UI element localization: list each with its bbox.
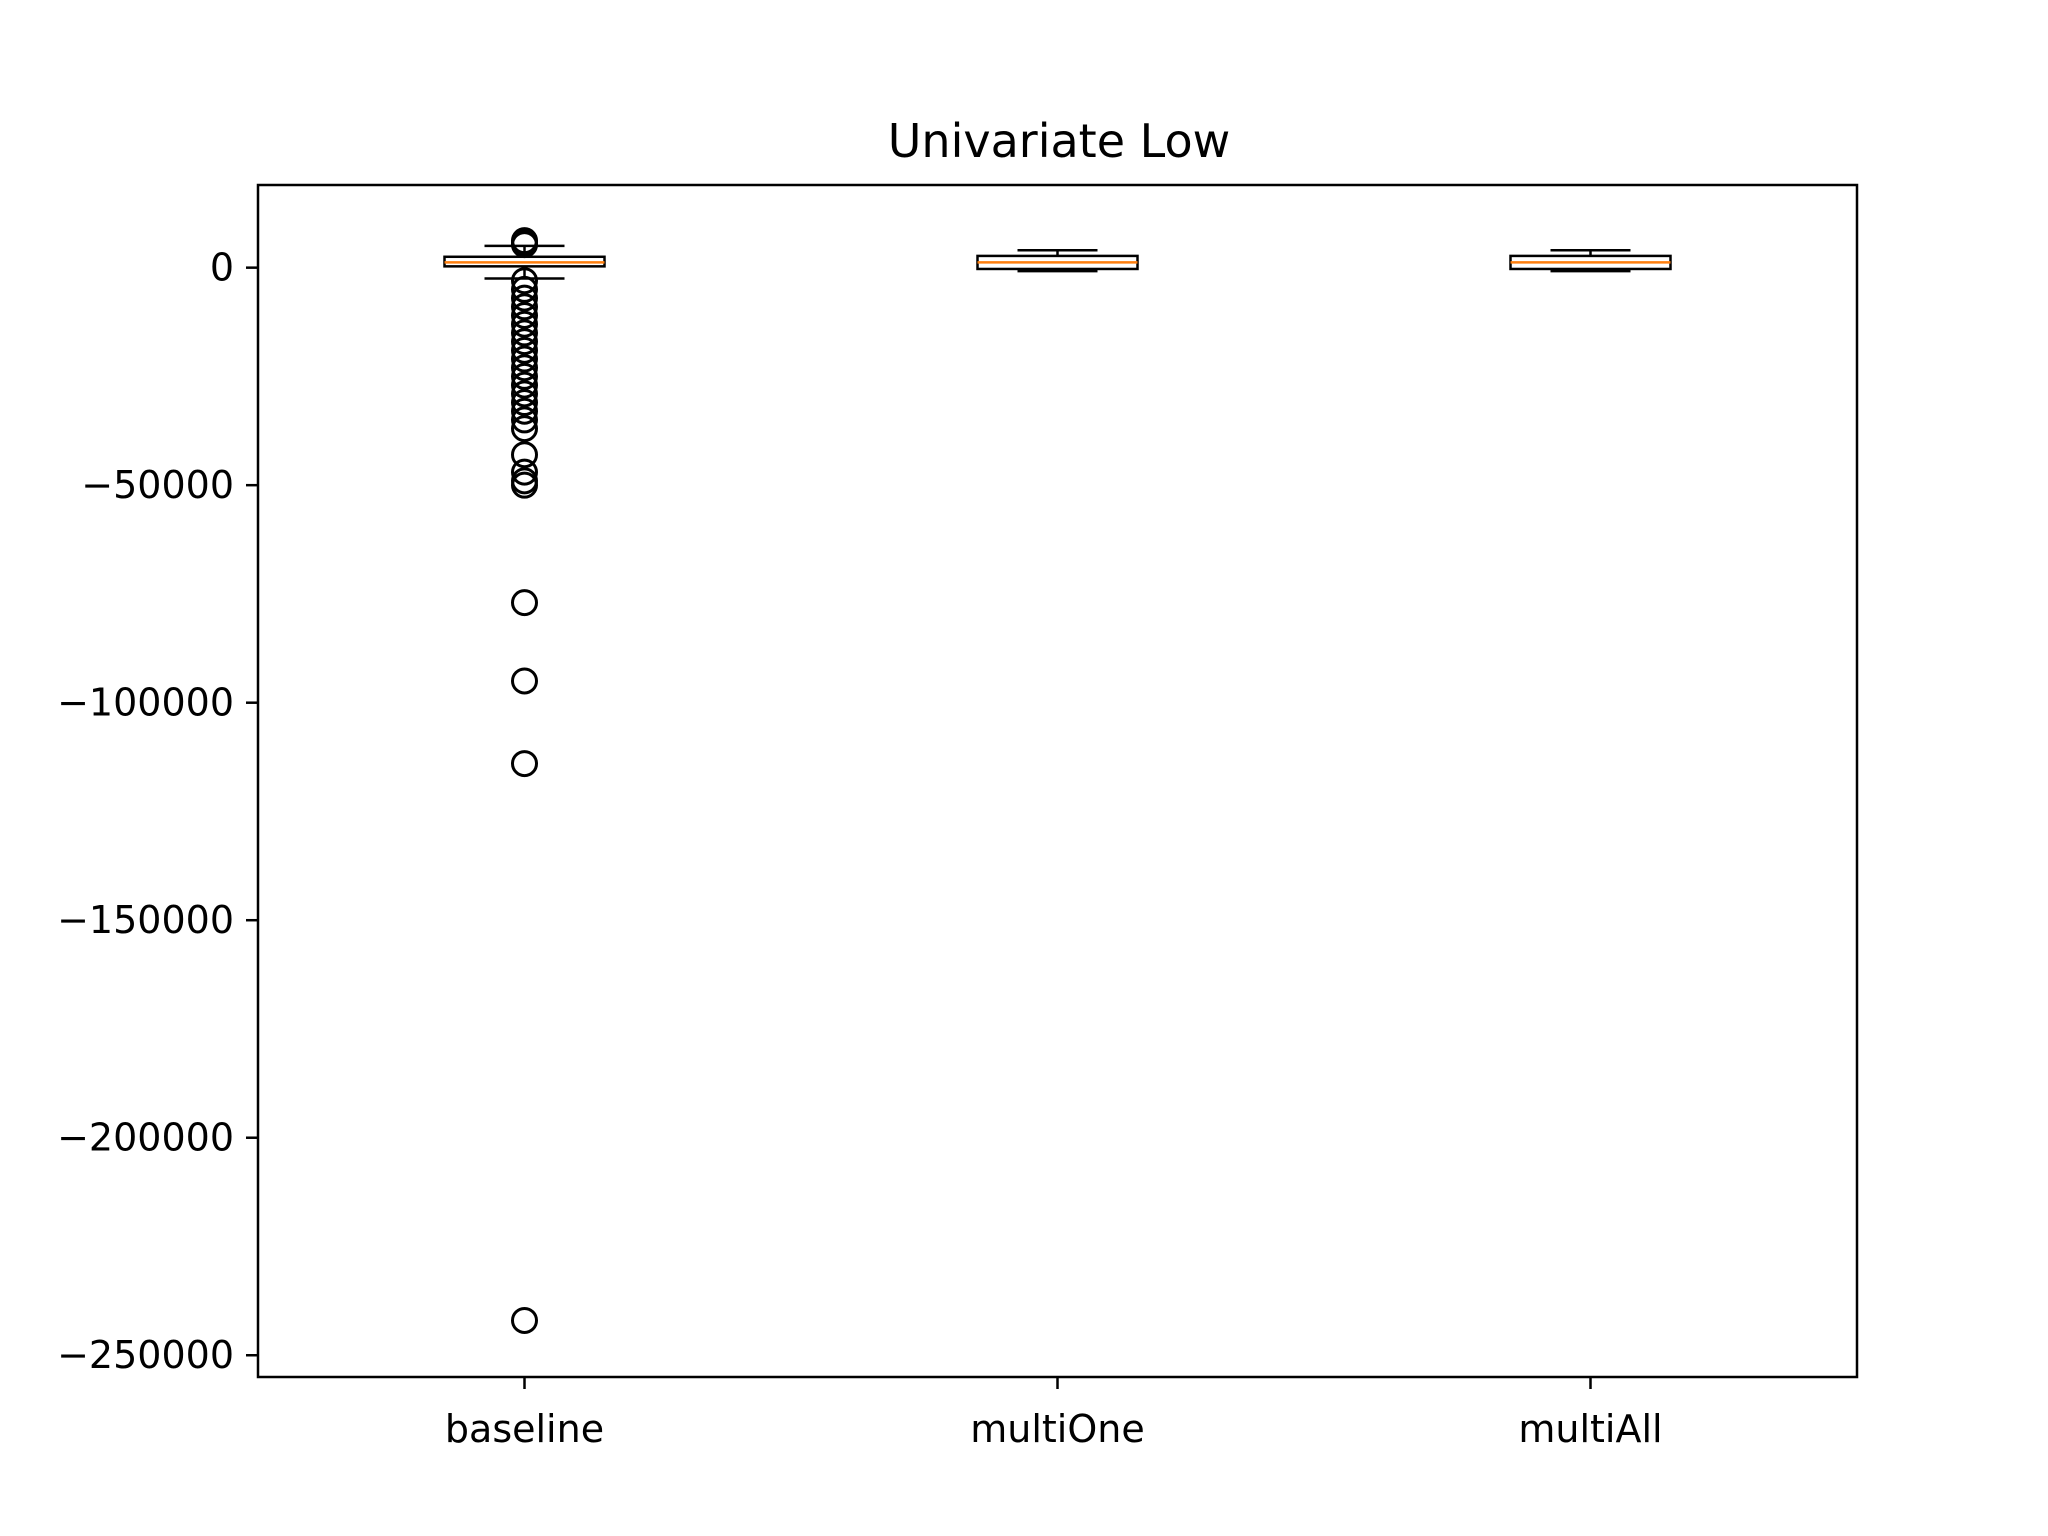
outlier-point [511, 415, 538, 443]
outlier-point [511, 371, 538, 399]
y-tick-label: −250000 [57, 1333, 234, 1377]
outlier-point [511, 389, 538, 417]
outlier-point [511, 328, 538, 356]
x-tick-label: multiAll [1518, 1407, 1662, 1451]
x-tick-label: baseline [445, 1407, 604, 1451]
outlier-point [511, 362, 538, 390]
y-tick-label: −100000 [57, 681, 234, 725]
axes-frame [256, 183, 1859, 1379]
x-tick-label: multiOne [970, 1407, 1145, 1451]
outlier-point [511, 345, 538, 373]
y-tick-label: −50000 [81, 463, 234, 507]
outlier-point [511, 441, 538, 469]
outlier-point [511, 354, 538, 382]
outlier-point [511, 471, 538, 499]
outlier-point [511, 336, 538, 364]
y-tick-label: −150000 [57, 898, 234, 942]
outlier-point [511, 267, 538, 295]
outlier-point [511, 275, 538, 303]
y-tick-label: −200000 [57, 1116, 234, 1160]
outlier-point [511, 380, 538, 408]
outlier-point [511, 589, 538, 617]
chart-title: Univariate Low [888, 114, 1230, 168]
y-tick-label: 0 [210, 246, 234, 290]
outlier-point [511, 293, 538, 321]
outlier-point [511, 397, 538, 425]
plot-area: 0 −50000 −100000 −150000 −200000 −250000 basel… [57, 227, 1672, 1451]
outlier-point [511, 458, 538, 486]
outlier-point [511, 406, 538, 434]
outlier-point [511, 284, 538, 312]
outlier-point [511, 310, 538, 338]
outlier-point [511, 319, 538, 347]
outlier-point [511, 1306, 538, 1334]
outlier-point [511, 667, 538, 695]
outlier-point [511, 302, 538, 330]
outlier-point [511, 750, 538, 778]
outlier-point [511, 231, 538, 259]
